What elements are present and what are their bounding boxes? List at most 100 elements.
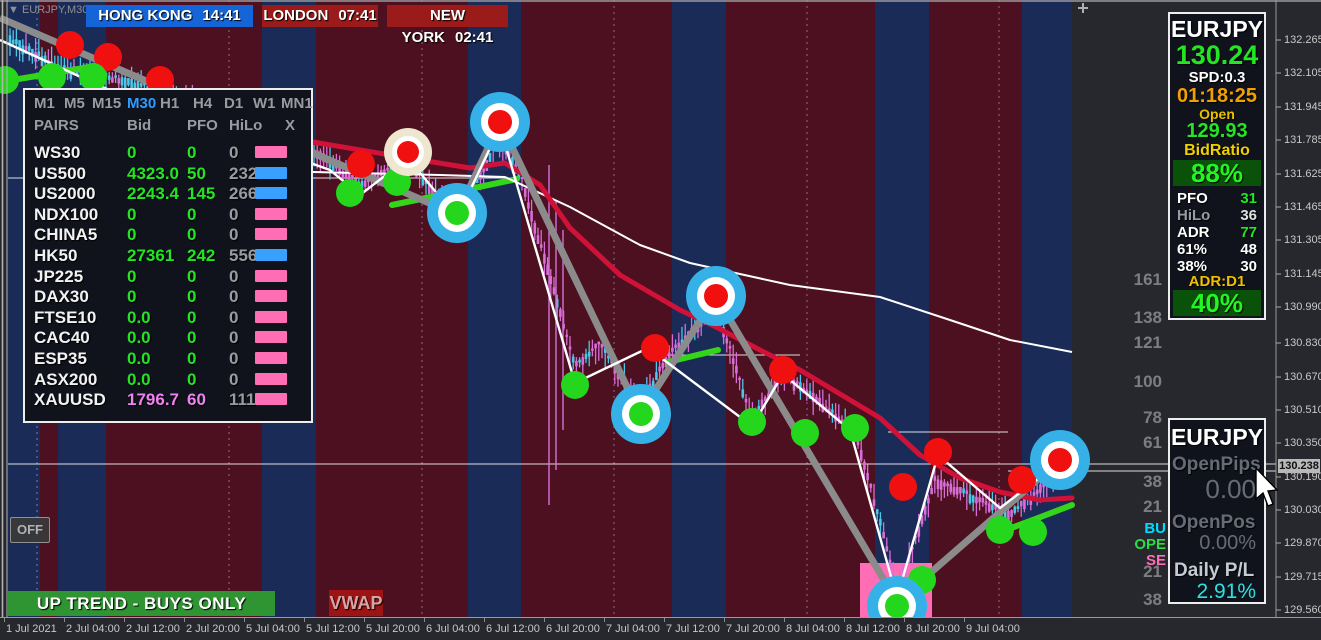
fib-level-label: 121 (1133, 333, 1162, 352)
info-countdown: 01:18:25 (1176, 85, 1258, 107)
watchlist-row[interactable]: HK50 27361 242 556 (25, 245, 311, 266)
time-tick-mark (724, 618, 725, 622)
symbol-timeframe-label[interactable]: ▼ EURJPY,M30 (8, 4, 88, 16)
timeframe-tab-m30[interactable]: M30 (127, 95, 157, 112)
pfo-value: 145 (187, 184, 216, 204)
info-open-label: Open (1199, 106, 1235, 122)
fib-level-label: 100 (1133, 372, 1162, 391)
bid-value: 0.0 (127, 369, 151, 389)
price-tick-label: 130.350 (1284, 437, 1321, 449)
time-tick-mark (964, 618, 965, 622)
target-icon-sell (470, 92, 530, 152)
time-tick-label: 7 Jul 20:00 (726, 623, 780, 635)
price-tick-label: 130.830 (1284, 337, 1321, 349)
watchlist-row[interactable]: ESP35 0.0 0 0 (25, 348, 311, 369)
info-stat-row: 38% 30 (1177, 258, 1257, 275)
sell-signal-dot (56, 31, 84, 59)
dropdown-arrow-icon[interactable]: ▼ (8, 4, 22, 16)
vwap-button[interactable]: VWAP (329, 590, 383, 616)
white-ma-line (312, 171, 1073, 353)
timeframe-tab-d1[interactable]: D1 (224, 95, 244, 112)
x-indicator-pink (255, 146, 287, 158)
pfo-value: 0 (187, 204, 197, 224)
price-tick-label: 130.190 (1284, 471, 1321, 483)
symbol-info-panel: EURJPY 130.24 SPD:0.3 01:18:25 Open 129.… (1168, 12, 1266, 320)
hilo-value: 0 (229, 225, 239, 245)
fib-level-label: 78 (1143, 408, 1162, 427)
trend-banner: UP TREND - BUYS ONLY (8, 591, 275, 616)
watchlist-row[interactable]: CHINA5 0 0 0 (25, 224, 311, 245)
time-tick-label: 8 Jul 20:00 (906, 623, 960, 635)
pair-name: US500 (34, 163, 86, 183)
pair-name: US2000 (34, 184, 96, 204)
time-tick-mark (604, 618, 605, 622)
price-tick-label: 129.870 (1284, 537, 1321, 549)
time-tick-label: 6 Jul 20:00 (546, 623, 600, 635)
time-tick-label: 2 Jul 04:00 (66, 623, 120, 635)
x-indicator-pink (255, 207, 287, 220)
hilo-value: 111 (229, 390, 256, 410)
price-tick-label: 131.305 (1284, 234, 1321, 246)
timeframe-tab-w1[interactable]: W1 (253, 95, 276, 112)
pair-name: XAUUSD (34, 390, 106, 410)
bid-value: 0.0 (127, 307, 151, 327)
pair-name: ESP35 (34, 349, 87, 368)
timeframe-tab-h1[interactable]: H1 (160, 95, 180, 112)
clock-city: HONG KONG (98, 7, 193, 24)
price-tick-label: 130.990 (1284, 301, 1321, 313)
time-tick-label: 6 Jul 12:00 (486, 623, 540, 635)
column-header-x: X (285, 117, 296, 134)
stat-value: 77 (1240, 224, 1257, 241)
hilo-value: 232 (229, 163, 258, 183)
hilo-value: 0 (229, 287, 239, 307)
watchlist-row[interactable]: CAC40 0.0 0 0 (25, 327, 311, 348)
price-axis[interactable]: 132.265 132.105 131.945 131.785 131.625 131.4… (1277, 0, 1321, 617)
hilo-value: 0 (229, 349, 239, 368)
pfo-value: 60 (187, 390, 206, 410)
timeframe-tab-m15[interactable]: M15 (92, 95, 122, 112)
time-tick-mark (484, 618, 485, 622)
stat-label: 38% (1177, 258, 1208, 275)
target-icon-sell (1030, 430, 1090, 490)
time-tick-label: 2 Jul 12:00 (126, 623, 180, 635)
pfo-value: 0 (187, 225, 197, 245)
time-tick-mark (664, 618, 665, 622)
watchlist-panel: M1 M5 M15 M30 H1 H4 D1 W1 MN1 PAIRS Bid PFO HiLo X W… (23, 88, 313, 423)
x-indicator-blue (255, 166, 287, 179)
hilo-value: 0 (229, 307, 239, 327)
clock-city: NEW YORK (401, 7, 465, 46)
bid-value: 0 (127, 287, 137, 307)
target-icon-buy (611, 384, 671, 444)
info-price: 130.24 (1175, 40, 1259, 70)
watchlist-row[interactable]: XAUUSD 1796.7 60 111 (25, 389, 311, 410)
watchlist-row[interactable]: FTSE10 0.0 0 0 (25, 307, 311, 328)
watchlist-row[interactable]: US500 4323.0 50 232 (25, 163, 311, 184)
watchlist-row[interactable]: WS30 0 0 0 (25, 142, 311, 163)
watchlist-row[interactable]: US2000 2243.4 145 266 (25, 183, 311, 204)
watchlist-row[interactable]: ASX200 0.0 0 0 (25, 369, 311, 390)
buy-signal-dot (79, 63, 107, 91)
time-tick-label: 5 Jul 12:00 (306, 623, 360, 635)
stat-value: 31 (1240, 190, 1257, 207)
time-axis[interactable]: 1 Jul 2021 2 Jul 04:00 2 Jul 12:00 2 Jul 20… (0, 617, 1321, 640)
info-bidratio-label: BidRatio (1184, 142, 1250, 159)
watchlist-row[interactable]: NDX100 0 0 0 (25, 204, 311, 225)
timeframe-tab-mn1[interactable]: MN1 (281, 95, 313, 112)
sell-signal-dot (347, 150, 375, 178)
pfo-value: 50 (187, 163, 206, 183)
bid-value: 0 (127, 204, 137, 224)
off-button[interactable]: OFF (10, 517, 50, 543)
watchlist-row[interactable]: DAX30 0 0 0 (25, 286, 311, 307)
x-indicator-pink (255, 269, 287, 282)
watchlist-row[interactable]: JP225 0 0 0 (25, 266, 311, 287)
pfo-value: 0 (187, 307, 197, 327)
mouse-cursor (1255, 468, 1279, 507)
timeframe-tab-m1[interactable]: M1 (34, 95, 55, 112)
bid-value: 0 (127, 266, 137, 286)
clock-city: LONDON (263, 7, 329, 24)
price-tick-label: 132.105 (1284, 67, 1321, 79)
timeframe-tab-h4[interactable]: H4 (193, 95, 213, 112)
timeframe-tab-m5[interactable]: M5 (64, 95, 85, 112)
hilo-value: 0 (229, 328, 239, 348)
